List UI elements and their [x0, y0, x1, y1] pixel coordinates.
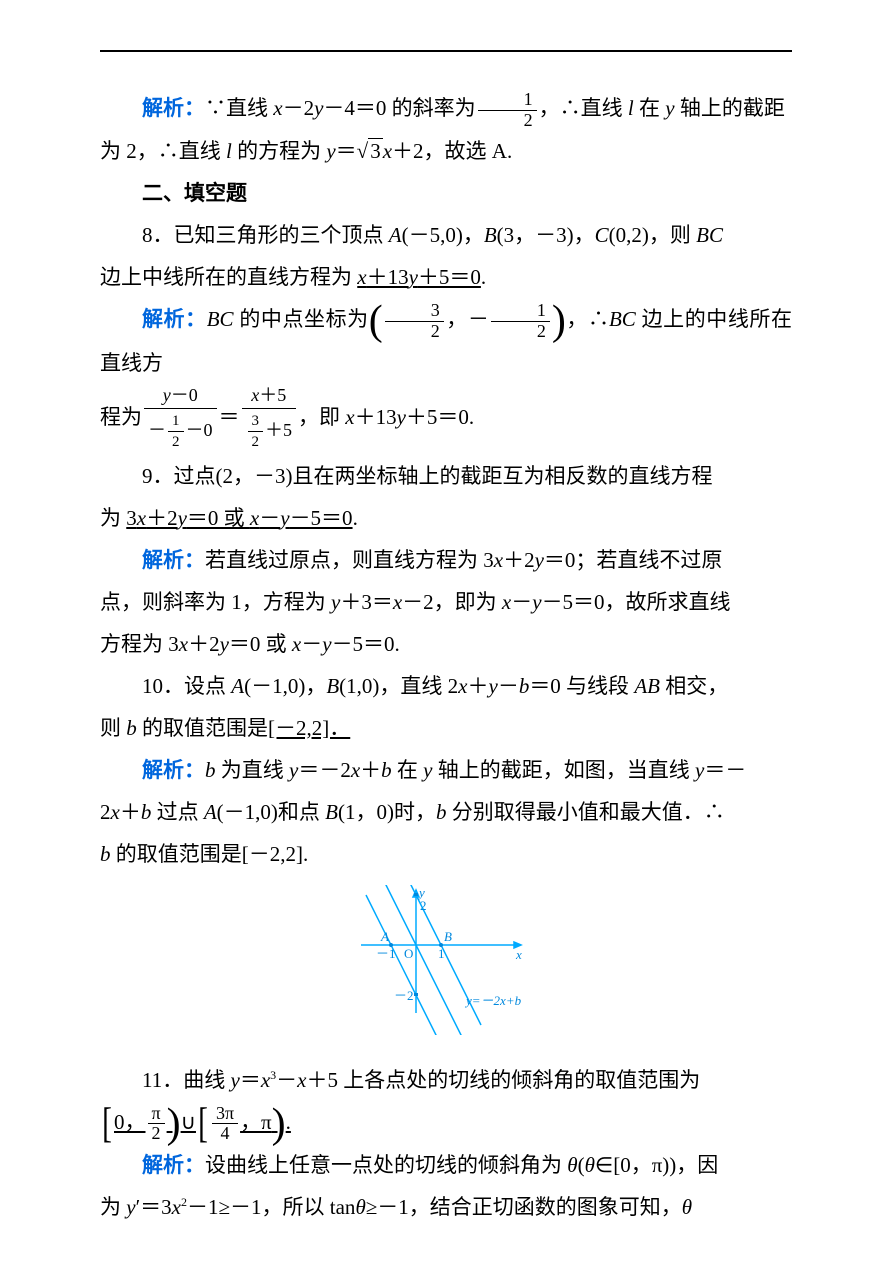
section-heading: 二、填空题: [100, 172, 792, 214]
q10-line2: 则 b 的取值范围是[－2,2]．: [100, 707, 792, 749]
pos2-label: 2: [420, 898, 427, 913]
A-label: A: [380, 929, 389, 944]
q10-jiexi-1: 解析：b 为直线 y＝－2x＋b 在 y 轴上的截距，如图，当直线 y＝－: [100, 749, 792, 791]
prev-answer-line2: 为 2，∴直线 l 的方程为 y＝3x＋2，故选 A.: [100, 130, 792, 172]
q8-line1: 8．已知三角形的三个顶点 A(－5,0)，B(3，－3)，C(0,2)，则 BC: [100, 214, 792, 256]
B-label: B: [444, 929, 452, 944]
q10-jiexi-3: b 的取值范围是[－2,2].: [100, 833, 792, 875]
q10-line1: 10．设点 A(－1,0)，B(1,0)，直线 2x＋y－b＝0 与线段 AB …: [100, 665, 792, 707]
q9-jiexi-3: 方程为 3x＋2y＝0 或 x－y－5＝0.: [100, 623, 792, 665]
q9-jiexi-2: 点，则斜率为 1，方程为 y＋3＝x－2，即为 x－y－5＝0，故所求直线: [100, 581, 792, 623]
neg1-label: －1: [376, 946, 396, 961]
jiexi-label: 解析：: [142, 307, 207, 331]
jiexi-label: 解析：: [142, 548, 205, 572]
q8-jiexi-1: 解析：BC 的中点坐标为(32，－12)，∴BC 边上的中线所在直线方: [100, 298, 792, 383]
frac-1-2: 12: [478, 90, 537, 131]
q10-jiexi-2: 2x＋b 过点 A(－1,0)和点 B(1，0)时，b 分别取得最小值和最大值．…: [100, 791, 792, 833]
x-axis-label: x: [515, 947, 522, 962]
prev-answer: 解析：∵直线 x－2y－4＝0 的斜率为12，∴直线 l 在 y 轴上的截距: [100, 87, 792, 130]
jiexi-label: 解析：: [142, 1153, 205, 1177]
q8-line2: 边上中线所在的直线方程为 x＋13y＋5＝0.: [100, 256, 792, 298]
document-page: 解析：∵直线 x－2y－4＝0 的斜率为12，∴直线 l 在 y 轴上的截距 为…: [0, 0, 892, 1268]
O-label: O: [404, 946, 413, 961]
q9-jiexi-1: 解析：若直线过原点，则直线方程为 3x＋2y＝0；若直线不过原: [100, 539, 792, 581]
q11-answer: [0，π2)∪[3π4，π).: [100, 1101, 792, 1144]
q11-jiexi-1: 解析：设曲线上任意一点处的切线的倾斜角为 θ(θ∈[0，π))，因: [100, 1144, 792, 1186]
line-eq-label: y=－2x+b: [464, 993, 522, 1008]
q11-jiexi-2: 为 y′＝3x2－1≥－1，所以 tanθ≥－1，结合正切函数的图象可知，θ: [100, 1186, 792, 1228]
q9-line1: 9．过点(2，－3)且在两坐标轴上的截距互为相反数的直线方程: [100, 455, 792, 497]
q10-diagram: y x A B O －1 1 2 －2 y=－2x+b: [100, 885, 792, 1049]
q8-answer: x＋13y＋5＝0: [357, 265, 481, 289]
q11-line1: 11．曲线 y＝x3－x＋5 上各点处的切线的倾斜角的取值范围为: [100, 1059, 792, 1101]
q9-line2: 为 3x＋2y＝0 或 x－y－5＝0.: [100, 497, 792, 539]
top-rule: [100, 50, 792, 52]
q9-answer: 3x＋2y＝0 或 x－y－5＝0: [126, 506, 352, 530]
content-body: 解析：∵直线 x－2y－4＝0 的斜率为12，∴直线 l 在 y 轴上的截距 为…: [100, 87, 792, 1228]
pos1-label: 1: [438, 946, 445, 961]
jiexi-label: 解析：: [142, 96, 205, 120]
jiexi-label: 解析：: [142, 758, 205, 782]
q10-answer: [－2,2]．: [268, 716, 350, 740]
q8-jiexi-2: 程为y－0－12－0＝x＋532＋5，即 x＋13y＋5＝0.: [100, 384, 792, 455]
neg2-label: －2: [394, 988, 414, 1003]
